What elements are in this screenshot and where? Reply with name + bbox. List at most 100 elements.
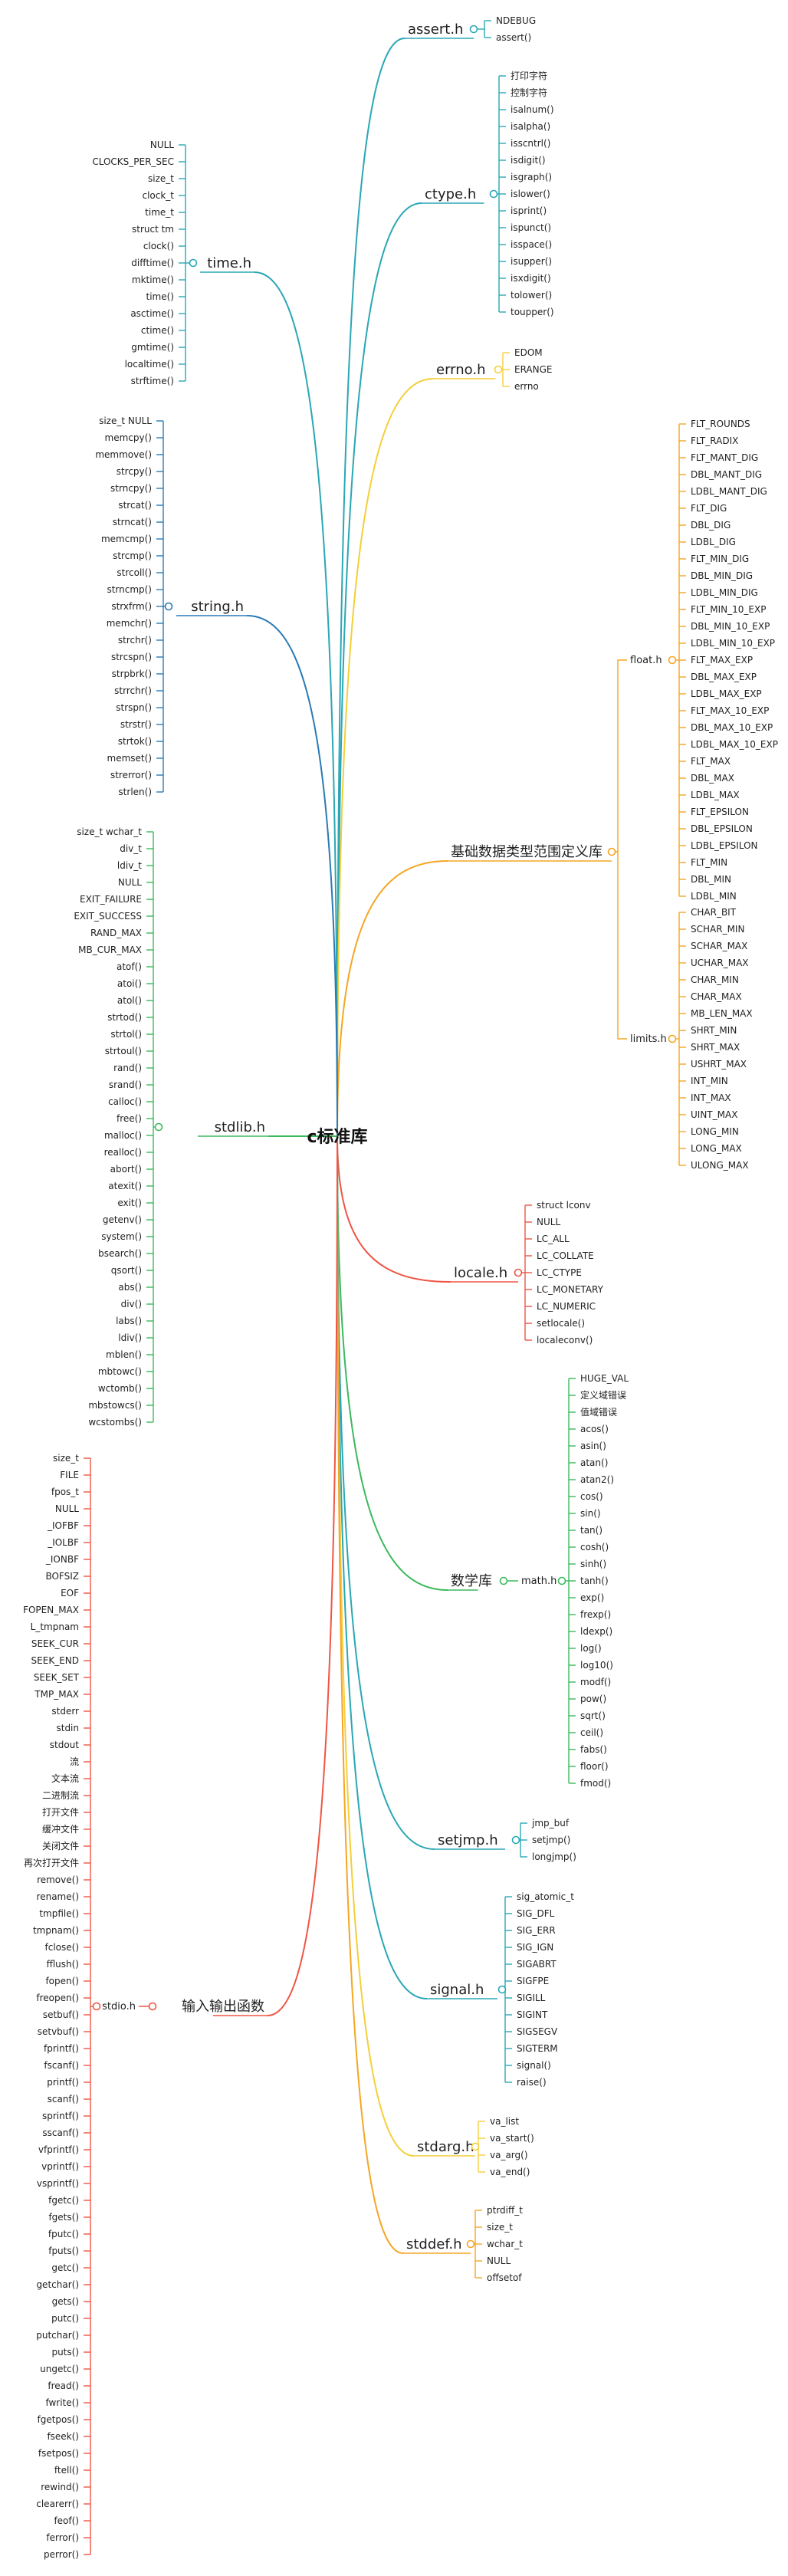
branch-ctype-h-item-ispunct[interactable]: ispunct() [511,222,551,233]
branch-time-h-item-time-t[interactable]: time_t [145,207,174,218]
branch-node-3-sub-float-h-item-flt-min[interactable]: FLT_MIN [691,857,727,868]
branch-time-h-item-gmtime[interactable]: gmtime() [131,342,174,353]
branch-node-13-sub-stdio-h-item-fscanf[interactable]: fscanf() [44,2060,79,2071]
branch-node-5-sub-math-h-item-pow[interactable]: pow() [580,1694,606,1704]
branch-setjmp-h-label[interactable]: setjmp.h [438,1832,498,1848]
branch-node-13-sub-stdio-h-item-sscanf[interactable]: sscanf() [42,2128,79,2138]
branch-assert-h-label[interactable]: assert.h [408,21,463,38]
branch-signal-h-item-sig-ign[interactable]: SIG_IGN [517,1942,553,1953]
branch-node-13-sub-stdio-h-item-iofbf[interactable]: _IOFBF [47,1520,79,1531]
branch-node-13-sub-stdio-h-item-node-18[interactable]: 流 [70,1756,79,1767]
branch-node-3-sub-float-h-item-ldbl-mant-dig[interactable]: LDBL_MANT_DIG [691,486,767,497]
branch-node-13-sub-stdio-h-item-fseek[interactable]: fseek() [47,2431,79,2442]
branch-node-5-sub-math-h-item-sinh[interactable]: sinh() [580,1559,606,1569]
branch-stdlib-h-item-labs[interactable]: labs() [116,1316,142,1326]
branch-node-3-label[interactable]: 基础数据类型范围定义库 [451,844,602,860]
branch-time-h-item-clocks-per-sec[interactable]: CLOCKS_PER_SEC [92,156,174,167]
branch-node-3-sub-float-h-item-dbl-max-10-exp[interactable]: DBL_MAX_10_EXP [691,722,773,733]
branch-string-h-item-strcpy[interactable]: strcpy() [117,466,152,477]
branch-stdlib-h-item-bsearch[interactable]: bsearch() [98,1248,142,1259]
branch-node-5-sub-math-h-item-acos[interactable]: acos() [580,1424,609,1434]
branch-node-5-sub-math-h-toggle[interactable] [557,1576,566,1585]
branch-stdarg-h-item-va-arg[interactable]: va_arg() [490,2150,528,2160]
branch-node-3-sub-limits-h-item-schar-min[interactable]: SCHAR_MIN [691,924,744,935]
branch-node-3-sub-float-h-item-dbl-min-dig[interactable]: DBL_MIN_DIG [691,570,753,581]
branch-stdlib-h-toggle[interactable] [154,1122,163,1132]
branch-node-5-sub-math-h-item-node-1[interactable]: 定义域错误 [580,1389,626,1401]
branch-stddef-h-item-null[interactable]: NULL [487,2256,511,2266]
branch-stdlib-h-item-realloc[interactable]: realloc() [104,1147,142,1158]
branch-string-h-item-strncat[interactable]: strncat() [113,517,152,527]
branch-node-13-sub-stdio-h-item-vprintf[interactable]: vprintf() [41,2161,79,2172]
branch-node-3-sub-float-h-item-dbl-min[interactable]: DBL_MIN [691,874,731,885]
branch-node-3-sub-limits-h-item-int-min[interactable]: INT_MIN [691,1076,728,1086]
branch-node-13-sub-stdio-h-item-node-19[interactable]: 文本流 [51,1773,79,1784]
branch-stddef-h-item-ptrdiff-t[interactable]: ptrdiff_t [487,2205,523,2216]
branch-node-13-label[interactable]: 输入输出函数 [182,1999,264,2015]
branch-time-h-item-mktime[interactable]: mktime() [132,274,174,285]
branch-node-13-sub-stdio-h-item-scanf[interactable]: scanf() [48,2094,79,2104]
branch-signal-h-toggle[interactable] [497,1985,507,1994]
branch-node-13-sub-stdio-h-item-bofsiz[interactable]: BOFSIZ [45,1571,79,1582]
branch-setjmp-h-toggle[interactable] [511,1835,520,1845]
branch-signal-h-item-sigsegv[interactable]: SIGSEGV [517,2026,558,2037]
branch-node-3-sub-float-h-item-dbl-mant-dig[interactable]: DBL_MANT_DIG [691,469,762,480]
branch-node-13-sub-stdio-h-item-iolbf[interactable]: _IOLBF [47,1537,79,1548]
branch-ctype-h-item-tolower[interactable]: tolower() [511,290,552,301]
branch-time-h-item-time[interactable]: time() [146,291,174,302]
branch-node-13-sub-stdio-h-item-stdin[interactable]: stdin [56,1723,79,1733]
branch-ctype-h-item-isupper[interactable]: isupper() [511,256,552,267]
branch-ctype-h-item-isgraph[interactable]: isgraph() [511,172,552,182]
branch-time-h-item-ctime[interactable]: ctime() [141,325,174,336]
branch-node-13-sub-stdio-h-item-setbuf[interactable]: setbuf() [43,2009,79,2020]
branch-node-3-sub-limits-h-item-shrt-max[interactable]: SHRT_MAX [691,1042,740,1053]
branch-node-5-sub-math-h-item-sqrt[interactable]: sqrt() [580,1710,606,1721]
branch-ctype-h-item-isprint[interactable]: isprint() [511,205,547,216]
branch-node-3-sub-float-h-item-ldbl-min[interactable]: LDBL_MIN [691,891,737,902]
branch-string-h-item-strlen[interactable]: strlen() [118,787,152,797]
branch-node-3-sub-float-h-item-ldbl-min-dig[interactable]: LDBL_MIN_DIG [691,587,758,598]
branch-stdlib-h-item-rand[interactable]: rand() [113,1063,142,1073]
branch-node-5-sub-math-h-item-asin[interactable]: asin() [580,1441,606,1451]
branch-node-5-sub-math-h-item-tanh[interactable]: tanh() [580,1576,609,1586]
branch-node-13-sub-stdio-h-toggle[interactable] [92,2002,101,2011]
branch-string-h-item-memcmp[interactable]: memcmp() [101,534,152,544]
branch-node-13-sub-stdio-h-item-fpos-t[interactable]: fpos_t [51,1487,79,1497]
branch-node-3-toggle[interactable] [607,847,616,856]
branch-stdlib-h-item-strtol[interactable]: strtol() [110,1029,142,1040]
branch-node-3-sub-float-h-item-dbl-min-10-exp[interactable]: DBL_MIN_10_EXP [691,621,770,632]
branch-node-3-sub-float-h-item-flt-rounds[interactable]: FLT_ROUNDS [691,419,750,429]
branch-stdlib-h-item-null[interactable]: NULL [118,877,142,888]
branch-stdlib-h-item-rand-max[interactable]: RAND_MAX [90,928,142,938]
branch-locale-h-item-struct-lconv[interactable]: struct lconv [537,1200,591,1211]
branch-node-3-sub-float-h-item-flt-mant-dig[interactable]: FLT_MANT_DIG [691,452,758,463]
branch-node-13-sub-stdio-h-item-ftell[interactable]: ftell() [54,2465,79,2476]
branch-node-5-sub-math-h-label[interactable]: math.h [521,1576,557,1587]
branch-node-13-sub-stdio-h-item-stderr[interactable]: stderr [51,1706,79,1717]
branch-signal-h-item-signal[interactable]: signal() [517,2060,551,2071]
branch-node-13-sub-stdio-h-item-node-23[interactable]: 关闭文件 [42,1840,79,1852]
branch-stdarg-h-item-va-start[interactable]: va_start() [490,2133,534,2144]
branch-stdlib-h-item-size-t-wchar-t[interactable]: size_t wchar_t [77,826,142,837]
branch-string-h-label[interactable]: string.h [191,599,244,615]
branch-node-5-sub-math-h-item-node-2[interactable]: 值域错误 [580,1406,617,1418]
branch-node-13-sub-stdio-h-item-feof[interactable]: feof() [54,2515,79,2526]
branch-node-5-sub-math-h-item-fmod[interactable]: fmod() [580,1778,611,1789]
branch-stdlib-h-item-ldiv-t[interactable]: ldiv_t [117,860,142,871]
branch-node-13-sub-stdio-h-item-fopen-max[interactable]: FOPEN_MAX [23,1605,79,1615]
branch-node-13-sub-stdio-h-item-fputc[interactable]: fputc() [48,2229,79,2239]
branch-locale-h-label[interactable]: locale.h [454,1265,507,1281]
branch-node-13-sub-stdio-h-item-setvbuf[interactable]: setvbuf() [38,2026,79,2037]
branch-node-13-sub-stdio-h-item-fgetc[interactable]: fgetc() [48,2195,79,2206]
branch-node-5-sub-math-h-item-frexp[interactable]: frexp() [580,1609,611,1620]
branch-node-13-sub-stdio-h-item-putchar[interactable]: putchar() [36,2330,79,2341]
branch-node-5-sub-math-h-item-cosh[interactable]: cosh() [580,1542,609,1552]
branch-node-3-sub-limits-h-item-char-max[interactable]: CHAR_MAX [691,991,742,1002]
branch-node-13-sub-stdio-h-item-fwrite[interactable]: fwrite() [45,2397,79,2408]
branch-string-h-item-strcspn[interactable]: strcspn() [111,652,152,662]
branch-node-3-sub-limits-h-item-shrt-min[interactable]: SHRT_MIN [691,1025,737,1036]
branch-ctype-h-item-isspace[interactable]: isspace() [511,239,552,250]
branch-node-5-sub-math-h-item-cos[interactable]: cos() [580,1491,603,1502]
branch-stdlib-h-item-abs[interactable]: abs() [118,1282,142,1293]
branch-setjmp-h-item-setjmp[interactable]: setjmp() [532,1835,570,1845]
